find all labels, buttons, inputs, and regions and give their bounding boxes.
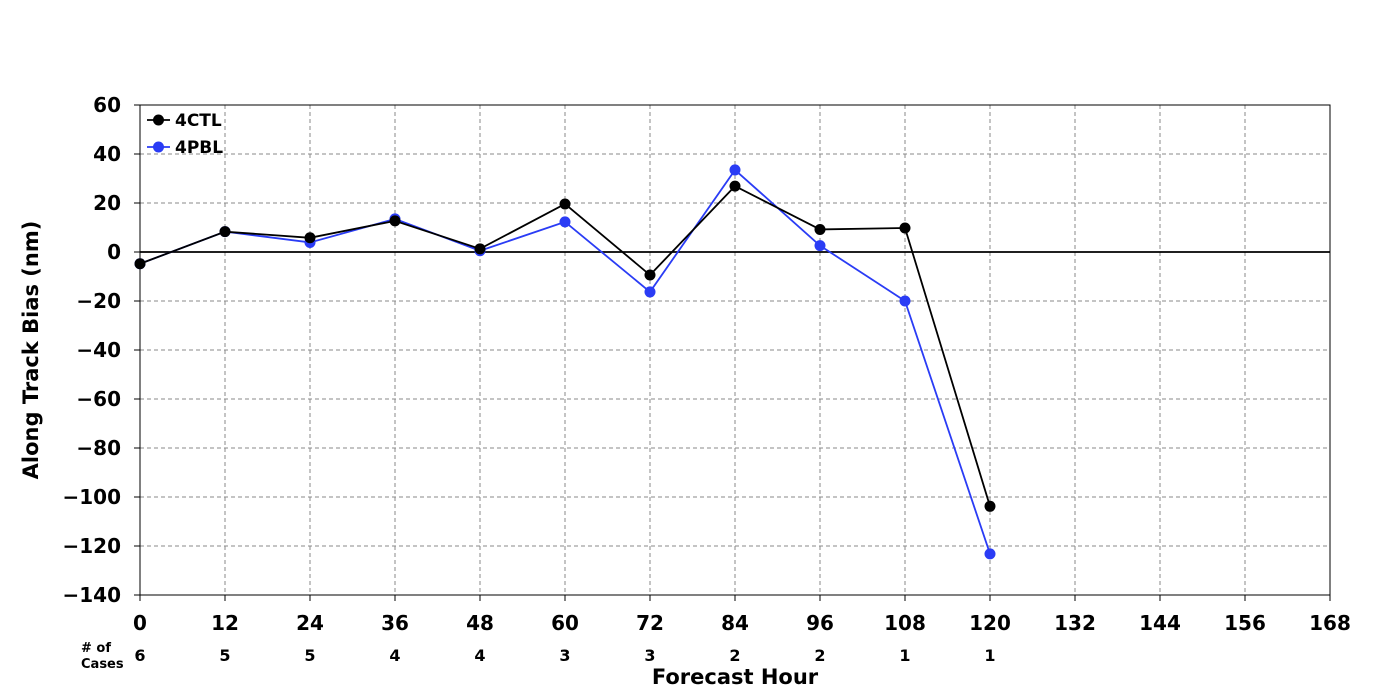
data-point-4ctl xyxy=(899,222,911,234)
legend-label: 4PBL xyxy=(175,138,223,158)
y-tick-label: −60 xyxy=(76,387,121,411)
cases-count: 3 xyxy=(644,646,655,665)
series-layer xyxy=(134,164,996,560)
x-tick-label: 108 xyxy=(884,611,926,635)
cases-count: 1 xyxy=(899,646,910,665)
cases-count: 1 xyxy=(984,646,995,665)
x-tick-label: 96 xyxy=(806,611,834,635)
data-point-4ctl xyxy=(644,269,656,281)
x-tick-label: 0 xyxy=(133,611,147,635)
y-tick-label: 0 xyxy=(107,240,121,264)
y-tick-label: 20 xyxy=(93,191,121,215)
cases-count: 5 xyxy=(219,646,230,665)
x-tick-label: 12 xyxy=(211,611,239,635)
y-tick-label: −140 xyxy=(62,583,121,607)
legend-marker xyxy=(153,114,164,126)
x-tick-label: 24 xyxy=(296,611,324,635)
y-axis-ticks: 60 40 20 0 −20 −40 −60 −80 −100 −120 −140 xyxy=(62,93,140,607)
cases-count: 2 xyxy=(729,646,740,665)
cases-count: 4 xyxy=(389,646,400,665)
cases-count: 3 xyxy=(559,646,570,665)
data-point-4pbl xyxy=(814,240,826,252)
y-axis-title: Along Track Bias (nm) xyxy=(19,221,43,480)
data-point-4ctl xyxy=(219,226,231,238)
x-axis-ticks: 0 12 24 36 48 60 72 84 96 108 120 132 144 156 168 xyxy=(133,595,1351,635)
x-tick-label: 48 xyxy=(466,611,494,635)
x-tick-label: 60 xyxy=(551,611,579,635)
x-tick-label: 84 xyxy=(721,611,749,635)
x-tick-label: 72 xyxy=(636,611,664,635)
data-point-4ctl xyxy=(984,500,996,512)
x-tick-label: 144 xyxy=(1139,611,1181,635)
data-point-4ctl xyxy=(559,198,571,210)
cases-label-line2: Cases xyxy=(81,657,124,672)
cases-count: 5 xyxy=(304,646,315,665)
data-point-4pbl xyxy=(899,295,911,307)
y-tick-label: −40 xyxy=(76,338,121,362)
data-point-4ctl xyxy=(304,232,316,244)
cases-count: 6 xyxy=(134,646,145,665)
data-point-4ctl xyxy=(134,258,146,270)
x-tick-label: 36 xyxy=(381,611,409,635)
legend: 4CTL 4PBL xyxy=(147,111,223,158)
cases-count: 2 xyxy=(814,646,825,665)
data-point-4pbl xyxy=(729,164,741,176)
data-point-4ctl xyxy=(389,215,401,227)
legend-label: 4CTL xyxy=(175,111,222,131)
cases-label-line1: # of xyxy=(81,641,111,656)
y-tick-label: −20 xyxy=(76,289,121,313)
x-tick-label: 120 xyxy=(969,611,1011,635)
y-tick-label: −120 xyxy=(62,534,121,558)
data-point-4ctl xyxy=(729,180,741,192)
data-point-4pbl xyxy=(559,216,571,228)
y-tick-label: 60 xyxy=(93,93,121,117)
cases-row: 6 5 5 4 4 3 3 2 2 1 1 xyxy=(134,646,995,665)
cases-count: 4 xyxy=(474,646,485,665)
data-point-4pbl xyxy=(984,548,996,560)
y-tick-label: −80 xyxy=(76,436,121,460)
x-tick-label: 132 xyxy=(1054,611,1096,635)
data-point-4ctl xyxy=(814,223,826,235)
data-point-4ctl xyxy=(474,243,486,255)
x-tick-label: 168 xyxy=(1309,611,1351,635)
data-point-4pbl xyxy=(644,286,656,298)
y-tick-label: −100 xyxy=(62,485,121,509)
legend-marker xyxy=(153,141,164,153)
y-tick-label: 40 xyxy=(93,142,121,166)
x-tick-label: 156 xyxy=(1224,611,1266,635)
x-axis-title: Forecast Hour xyxy=(652,665,819,689)
